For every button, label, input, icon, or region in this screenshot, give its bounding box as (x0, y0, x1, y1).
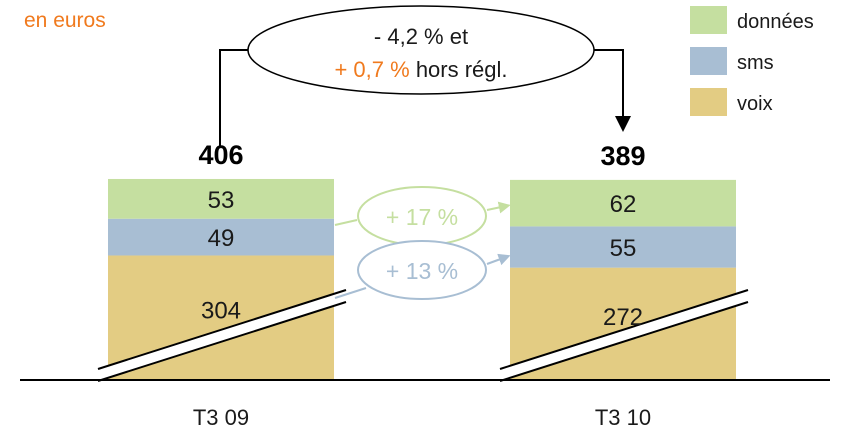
data-change-arrow (334, 219, 358, 226)
sms-change-arrow (334, 287, 367, 299)
total-change-highlight: + 0,7 % (334, 57, 409, 82)
axis-break-line-lower-t3-09 (97, 301, 347, 382)
value-label-voix-t3-09: 304 (201, 298, 241, 325)
axis-break-band-t3-09 (98, 290, 346, 381)
sms-change-arrow-head (486, 253, 511, 266)
total-label-t3-10: 389 (600, 141, 645, 171)
total-change-line2: + 0,7 % hors régl. (334, 57, 507, 82)
sms-change-ellipse (357, 240, 487, 300)
data-change-arrow-head (486, 201, 511, 214)
bar-donnees-t3-09 (108, 178, 334, 219)
bar-sms-t3-10 (510, 226, 736, 268)
total-change-rest: hors régl. (416, 57, 508, 82)
category-label-t3-10: T3 10 (595, 405, 651, 430)
legend-label-sms: sms (737, 52, 774, 74)
total-change-ellipse (247, 5, 595, 95)
sms-change-label: + 13 % (386, 258, 458, 284)
bar-sms-t3-09 (108, 218, 334, 256)
value-label-donnees-t3-09: 53 (208, 187, 235, 214)
unit-label: en euros (24, 9, 106, 32)
axis-breaks (97, 289, 749, 382)
value-label-donnees-t3-10: 62 (610, 191, 637, 218)
value-label-sms-t3-09: 49 (208, 225, 235, 252)
category-label-t3-09: T3 09 (193, 405, 249, 430)
value-label-voix-t3-10: 272 (603, 304, 643, 331)
total-change-line1: - 4,2 % et (374, 24, 468, 49)
axis-break-line-lower-t3-10 (499, 301, 749, 382)
total-change-connector (219, 49, 623, 148)
data-change-label: + 17 % (386, 204, 458, 230)
bar-donnees-t3-10 (510, 179, 736, 227)
legend: données sms voix (690, 6, 814, 116)
axis-break-line-upper-t3-09 (97, 289, 347, 370)
total-labels: 406 389 (198, 140, 645, 171)
value-label-sms-t3-10: 55 (610, 235, 637, 262)
category-labels: T3 09 T3 10 (193, 405, 651, 430)
segment-value-labels: 304 49 53 272 55 62 (201, 187, 643, 331)
axis-break-band-t3-10 (500, 290, 748, 381)
legend-label-voix: voix (737, 93, 773, 115)
axis-break-line-upper-t3-10 (499, 289, 749, 370)
legend-swatch-donnees (690, 6, 727, 34)
legend-label-donnees: données (737, 11, 814, 33)
legend-swatch-sms (690, 47, 727, 75)
legend-swatch-voix (690, 88, 727, 116)
